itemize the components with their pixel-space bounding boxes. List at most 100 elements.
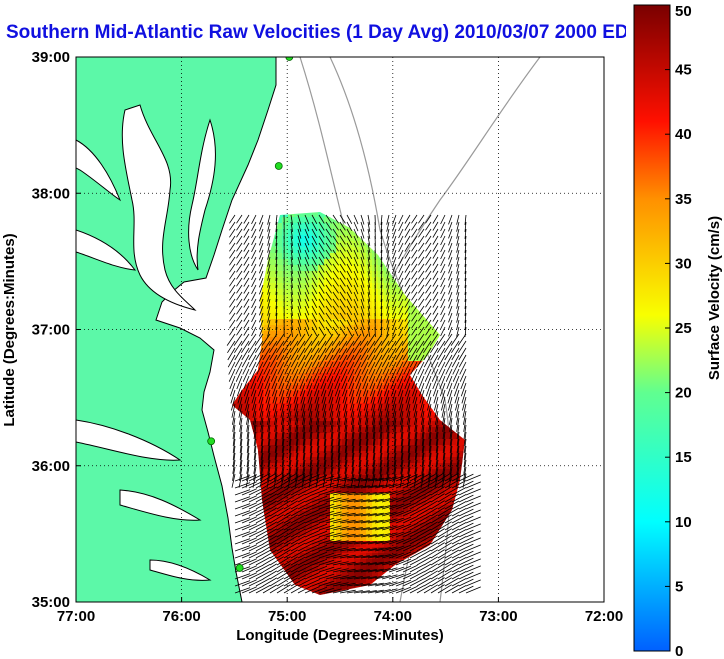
vector-arrow xyxy=(325,291,332,301)
field-cell xyxy=(312,385,319,392)
vector-arrow xyxy=(295,445,299,460)
vector-arrow xyxy=(367,249,371,260)
field-cell xyxy=(312,493,319,500)
vector-arrow xyxy=(325,256,332,266)
vector-arrow xyxy=(302,438,306,453)
vector-arrow xyxy=(409,480,425,489)
field-cell xyxy=(270,541,277,548)
field-cell xyxy=(360,277,367,284)
vector-arrow xyxy=(426,389,432,404)
vector-arrow xyxy=(281,452,285,467)
vector-arrow xyxy=(458,571,474,580)
vector-arrow xyxy=(411,284,418,294)
field-cell xyxy=(432,487,439,494)
field-cell xyxy=(288,217,295,224)
field-cell xyxy=(378,547,385,554)
vector-arrow xyxy=(304,565,320,573)
field-cell xyxy=(300,493,307,500)
vector-arrow xyxy=(255,508,271,517)
field-cell xyxy=(456,445,463,452)
vector-arrow xyxy=(459,368,467,382)
vector-arrow xyxy=(418,242,425,252)
field-cell xyxy=(270,295,277,302)
field-cell xyxy=(366,265,373,272)
vector-arrow xyxy=(386,445,390,460)
vector-arrow xyxy=(325,511,342,517)
vector-arrow xyxy=(379,431,383,446)
vector-arrow xyxy=(425,375,432,390)
field-cell xyxy=(300,277,307,284)
vector-arrow xyxy=(358,431,362,446)
field-cell xyxy=(318,433,325,440)
field-cell xyxy=(324,337,331,344)
vector-arrow xyxy=(409,529,425,538)
vector-arrow xyxy=(267,319,271,330)
field-cell xyxy=(408,451,415,458)
vector-arrow xyxy=(237,389,243,404)
vector-arrow xyxy=(283,542,298,552)
vector-arrow xyxy=(360,249,365,260)
vector-arrow xyxy=(437,535,452,545)
vector-arrow xyxy=(395,354,404,368)
vector-arrow xyxy=(275,214,278,225)
vector-arrow xyxy=(334,382,341,397)
vector-arrow xyxy=(251,389,257,404)
field-cell xyxy=(336,493,343,500)
vector-arrow xyxy=(318,347,327,361)
vector-arrow xyxy=(416,570,432,580)
field-cell xyxy=(282,301,289,308)
vector-arrow xyxy=(348,382,355,397)
vector-arrow xyxy=(253,452,257,467)
vector-arrow xyxy=(271,382,278,397)
field-cell xyxy=(354,523,361,530)
vector-arrow xyxy=(311,312,318,322)
field-cell xyxy=(348,361,355,368)
vector-arrow xyxy=(374,561,391,566)
vector-arrow xyxy=(346,583,363,587)
vector-arrow xyxy=(353,249,359,260)
vector-arrow xyxy=(267,277,271,288)
vector-arrow xyxy=(241,495,257,503)
vector-arrow xyxy=(290,284,293,295)
vector-arrow xyxy=(365,431,369,446)
vector-arrow xyxy=(330,410,334,425)
vector-arrow xyxy=(290,242,293,253)
vector-arrow xyxy=(430,340,439,354)
field-cell xyxy=(300,511,307,518)
vector-arrow xyxy=(465,502,481,510)
field-cell xyxy=(438,421,445,428)
vector-arrow xyxy=(398,312,404,323)
vector-arrow xyxy=(290,235,293,246)
field-cell xyxy=(312,325,319,332)
field-cell xyxy=(372,379,379,386)
vector-arrow xyxy=(330,466,334,481)
vector-arrow xyxy=(432,305,439,315)
vector-arrow xyxy=(418,382,425,397)
field-cell xyxy=(408,415,415,422)
vector-arrow xyxy=(464,263,467,274)
vector-arrow xyxy=(311,235,318,245)
field-cell xyxy=(348,391,355,398)
field-cell xyxy=(384,277,391,284)
vector-arrow xyxy=(241,481,257,489)
field-cell xyxy=(324,577,331,584)
field-cell xyxy=(288,409,295,416)
vector-arrow xyxy=(444,521,460,531)
field-cell xyxy=(276,547,283,554)
field-cell xyxy=(360,451,367,458)
field-cell xyxy=(354,445,361,452)
field-cell xyxy=(426,343,433,350)
field-cell xyxy=(330,391,337,398)
vector-arrow xyxy=(372,438,376,453)
vector-arrow xyxy=(381,560,398,566)
vector-arrow xyxy=(259,270,264,281)
vector-arrow xyxy=(409,522,425,531)
vector-arrow xyxy=(325,284,332,294)
field-cell xyxy=(360,313,367,320)
field-cell xyxy=(420,319,427,326)
vector-arrow xyxy=(428,459,432,474)
vector-arrow xyxy=(458,578,474,587)
field-cell xyxy=(294,553,301,560)
field-cell xyxy=(360,535,367,542)
vector-arrow xyxy=(236,221,243,231)
